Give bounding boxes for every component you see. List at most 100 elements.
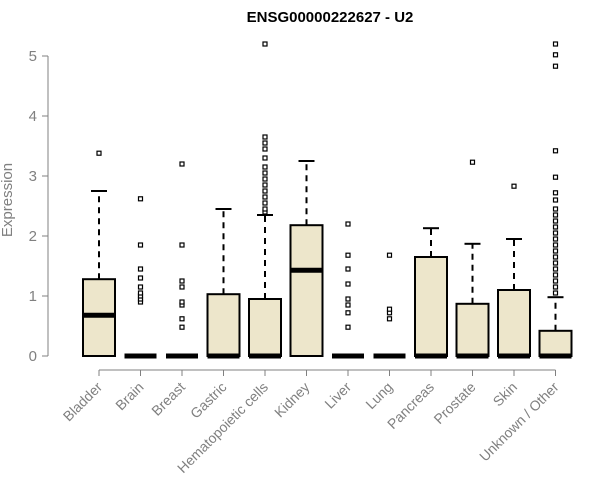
outlier-point [345, 296, 351, 302]
box-group [414, 227, 448, 359]
outlier-point [552, 254, 559, 260]
outlier-point [552, 190, 559, 196]
outlier-point [262, 170, 268, 176]
x-tick-label: Bladder [60, 379, 106, 425]
outlier-point [552, 218, 559, 224]
x-tick-label: Unknown / Other [476, 379, 562, 465]
outlier-point [552, 236, 559, 242]
outlier-point [96, 150, 102, 156]
box-group [373, 252, 406, 359]
outlier-point [262, 176, 268, 182]
outlier-point [552, 242, 559, 248]
y-axis-title: Expression [0, 163, 16, 237]
outlier-point [262, 155, 268, 161]
outlier-point [262, 206, 268, 212]
outlier-point [552, 278, 559, 284]
y-tick-label: 2 [29, 228, 37, 245]
outlier-point [552, 224, 559, 230]
plot-area [82, 41, 573, 359]
box-group [332, 221, 364, 359]
outlier-point [262, 182, 268, 188]
outlier-point [345, 310, 351, 316]
outlier-point [345, 252, 351, 258]
x-tick-label: Skin [490, 379, 521, 410]
box-group [455, 159, 490, 359]
outlier-point [345, 302, 351, 308]
outlier-point [345, 266, 351, 272]
outlier-point [552, 230, 559, 236]
outlier-point [262, 164, 268, 170]
box-group [248, 41, 282, 359]
outlier-point [262, 200, 268, 206]
outlier-point [179, 324, 185, 330]
box-group [82, 150, 116, 358]
outlier-point [345, 281, 351, 287]
box [538, 329, 573, 357]
outlier-point [552, 41, 559, 47]
outlier-point [469, 159, 476, 165]
outlier-point [179, 316, 185, 322]
outlier-point [552, 284, 559, 290]
outlier-point [511, 183, 517, 189]
outlier-point [179, 278, 185, 284]
outlier-point [179, 299, 185, 305]
box-group [538, 41, 573, 359]
outlier-point [552, 174, 559, 180]
x-tick-label: Brain [112, 379, 146, 413]
box [248, 298, 282, 357]
outlier-point [137, 266, 144, 272]
outlier-point [137, 284, 144, 290]
outlier-point [137, 242, 144, 248]
outlier-point [262, 188, 268, 194]
outlier-point [552, 63, 559, 69]
x-tick-label: Liver [321, 379, 354, 412]
outlier-point [137, 290, 144, 296]
outlier-point [386, 306, 393, 312]
outlier-point [552, 52, 559, 58]
x-tick-label: Lung [362, 379, 395, 412]
outlier-point [345, 221, 351, 227]
y-axis: 0 1 2 3 4 5 [29, 48, 49, 365]
outlier-point [552, 290, 559, 296]
box [497, 289, 531, 357]
y-tick-label: 1 [29, 288, 37, 305]
outlier-point [262, 134, 268, 140]
box-group [206, 208, 241, 359]
outlier-point [552, 197, 559, 203]
outlier-point [386, 252, 393, 258]
y-tick-label: 0 [29, 348, 37, 365]
box-group [497, 183, 531, 359]
outlier-point [345, 324, 351, 330]
outlier-point [262, 194, 268, 200]
outlier-point [262, 146, 268, 152]
y-tick-label: 4 [29, 108, 37, 125]
y-tick-label: 5 [29, 48, 37, 65]
outlier-point [179, 242, 185, 248]
outlier-point [137, 196, 144, 202]
box [289, 224, 324, 357]
outlier-point [179, 284, 185, 290]
box-group [124, 196, 157, 359]
box-group [289, 160, 324, 357]
x-tick-label: Breast [148, 379, 188, 419]
box [206, 293, 241, 358]
outlier-point [552, 148, 559, 154]
outlier-point [137, 275, 144, 281]
chart-title: ENSG00000222627 - U2 [247, 9, 414, 26]
x-tick-label: Kidney [271, 379, 313, 421]
outlier-point [552, 248, 559, 254]
outlier-point [552, 260, 559, 266]
outlier-point [552, 266, 559, 272]
outlier-point [552, 272, 559, 278]
outlier-point [262, 140, 268, 146]
y-tick-label: 3 [29, 168, 37, 185]
box-group [166, 161, 198, 359]
outlier-point [552, 206, 559, 212]
outlier-point [262, 41, 268, 47]
box [414, 256, 448, 357]
box [455, 302, 490, 357]
outlier-point [386, 316, 393, 322]
outlier-point [179, 161, 185, 167]
